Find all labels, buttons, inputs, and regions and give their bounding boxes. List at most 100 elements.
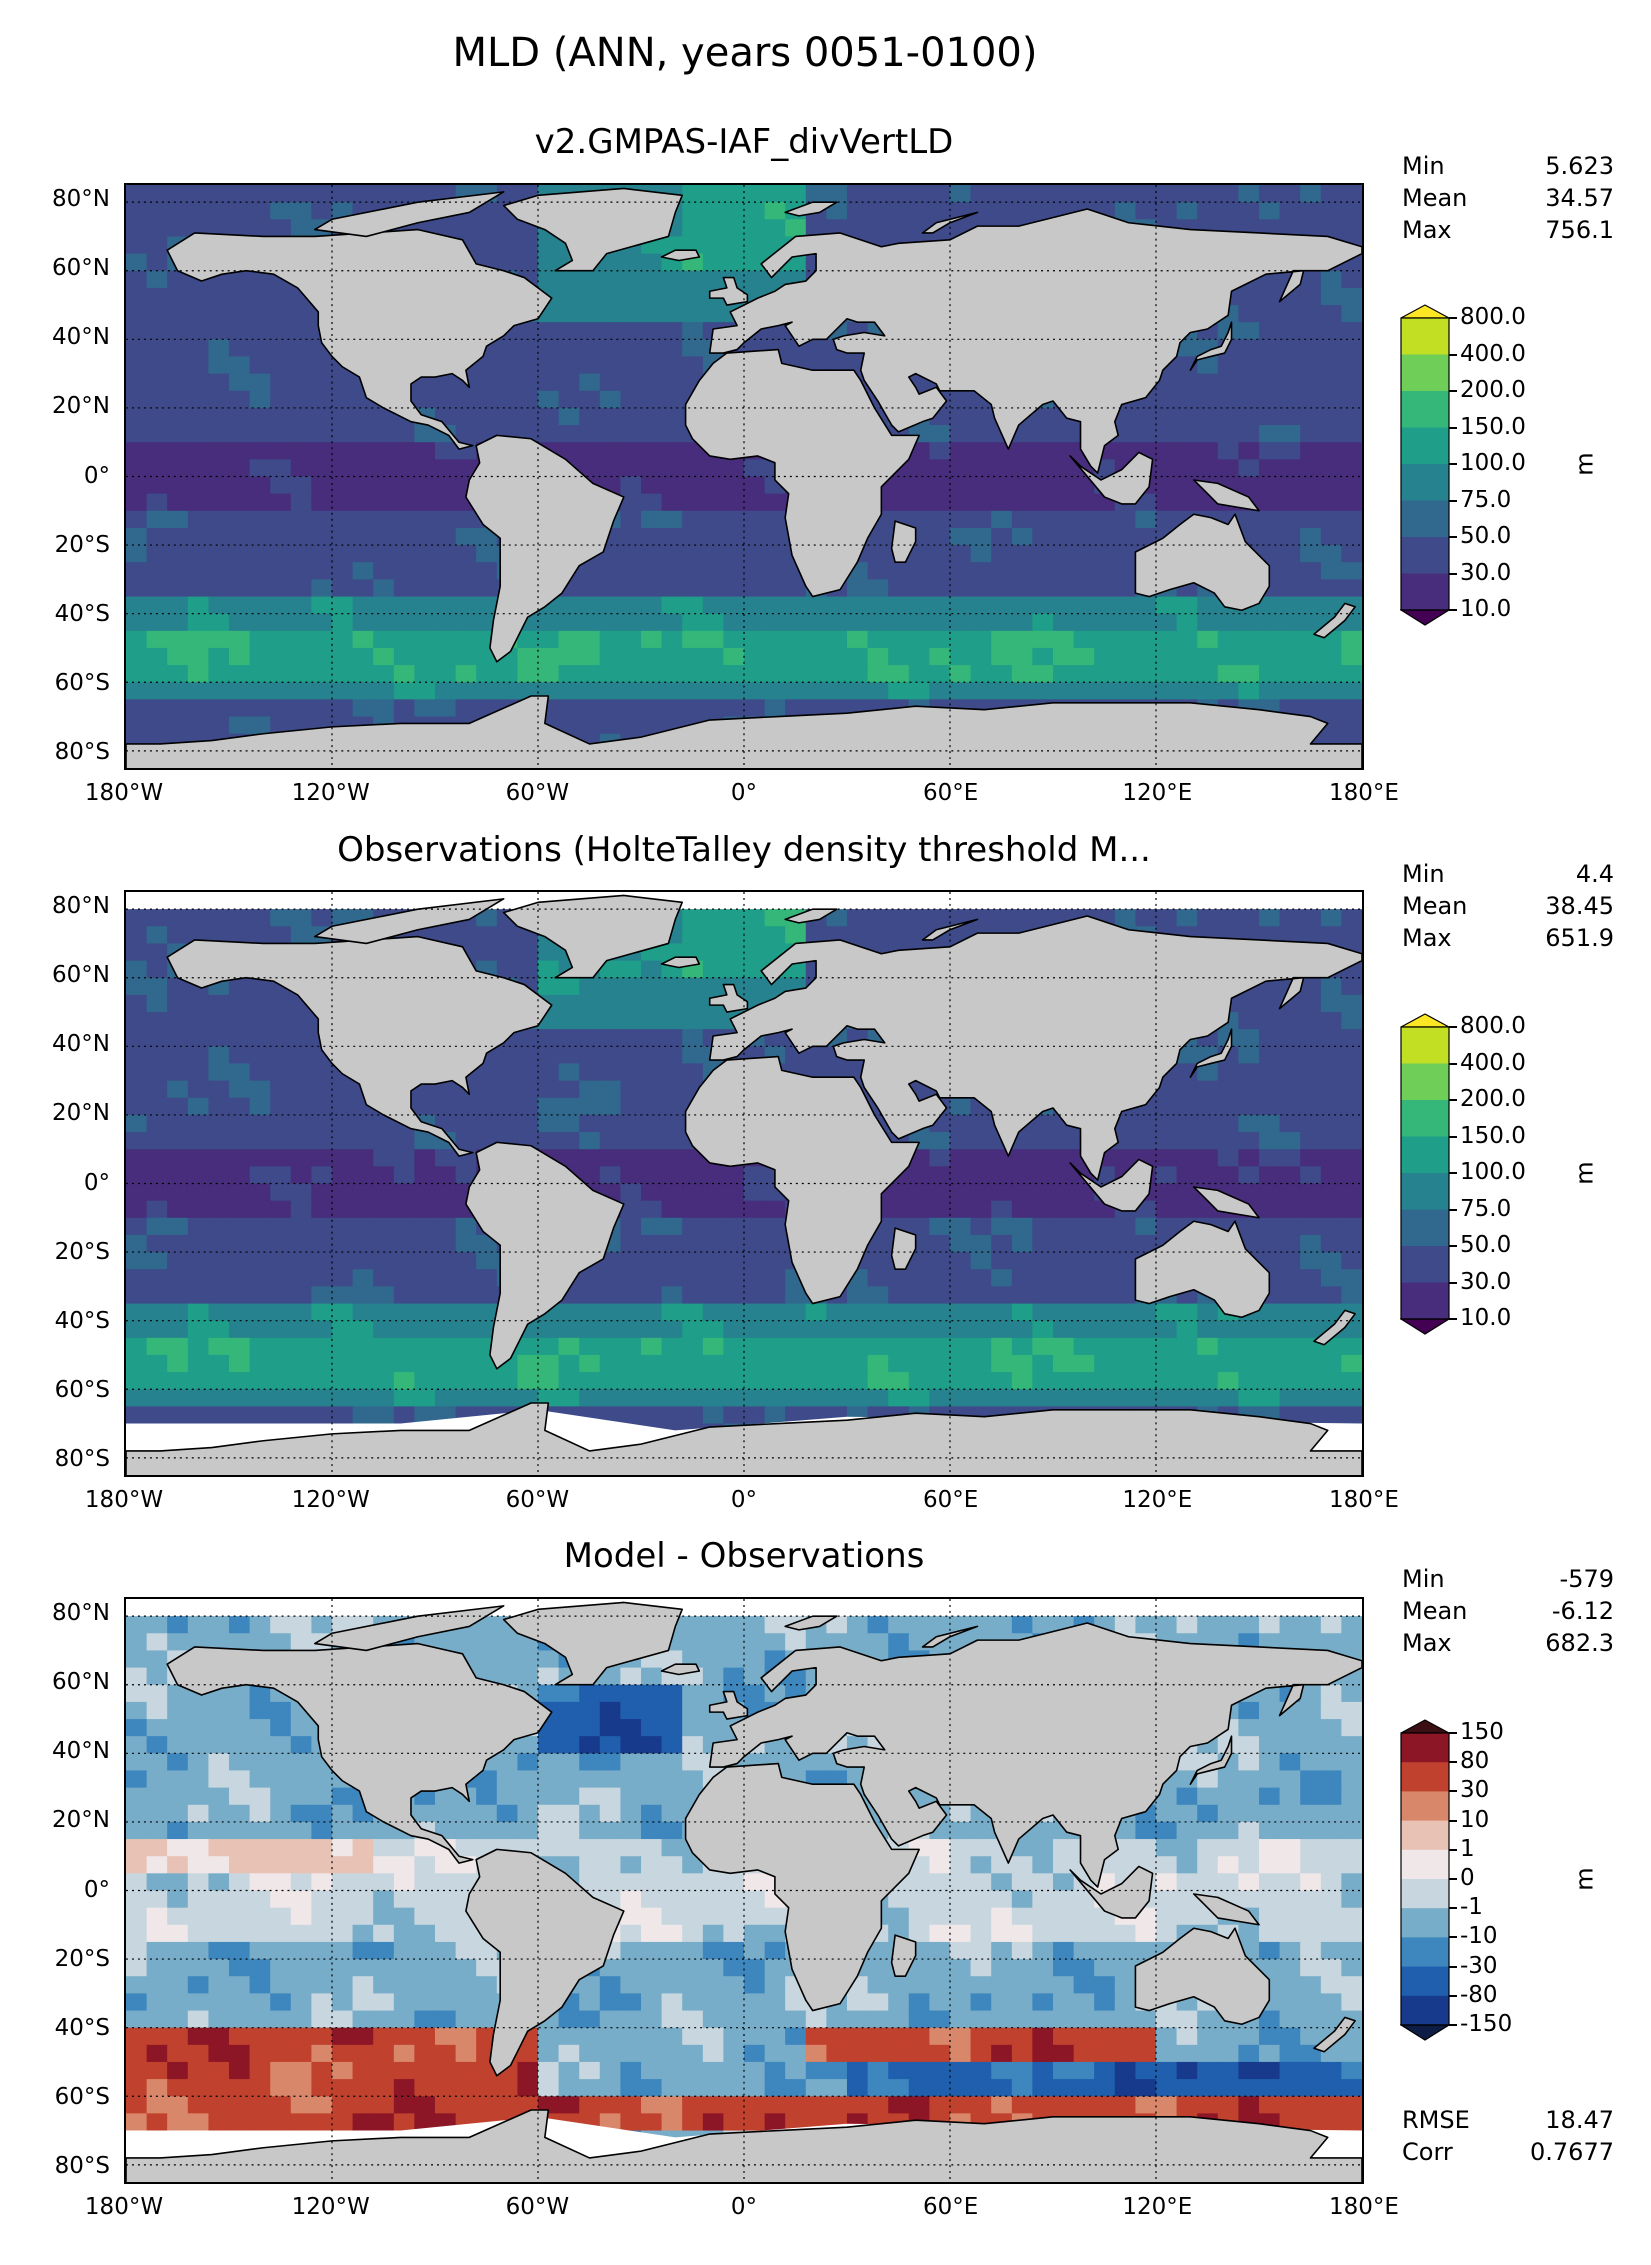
figure-title: MLD (ANN, years 0051-0100) (452, 30, 1038, 76)
land-madagascar (890, 1227, 917, 1271)
stat-row: Min 4.4 (1402, 858, 1614, 890)
colorbar-label: 80 (1460, 1748, 1490, 1775)
lat-tick-label: 60°N (52, 1669, 110, 1696)
lon-tick-label: 60°W (505, 780, 570, 806)
colorbar-tick (1449, 536, 1457, 538)
land-arctic-islands (313, 898, 505, 945)
stat-value: 0.7677 (1530, 2138, 1614, 2166)
land-antarctica (126, 2109, 1362, 2182)
lat-tick-label: 60°S (54, 1376, 110, 1403)
colorbar-tick (1449, 572, 1457, 575)
colorbar-tick (1449, 1790, 1457, 1793)
colorbar (1398, 1719, 1452, 2041)
land-south-america (465, 1141, 625, 1370)
colorbar-unit: m (1570, 1867, 1599, 1891)
gridlines (126, 1599, 1362, 2182)
land-borneo-sumatra (1069, 1158, 1154, 1212)
lat-tick-label: 40°S (54, 1307, 110, 1334)
stat-value: 5.623 (1545, 152, 1614, 180)
colorbar-tick (1449, 353, 1457, 356)
colorbar-tick (1449, 1172, 1457, 1174)
lat-tick-label: 80°N (52, 1600, 110, 1627)
lon-tick-label: 60°W (505, 2194, 570, 2220)
colorbar-label: 100.0 (1460, 1159, 1526, 1185)
colorbar-label: 0 (1460, 1865, 1475, 1891)
lon-tick-label: 60°W (505, 1487, 570, 1513)
land-new-zealand (1313, 1309, 1356, 1346)
lon-tick-label: 0° (730, 780, 758, 806)
colorbar-label: 75.0 (1460, 1195, 1512, 1222)
colorbar-tick (1449, 1281, 1457, 1284)
land-australia (1134, 513, 1271, 612)
colorbar-tick (1449, 1026, 1457, 1028)
colorbar-label: 10 (1460, 1806, 1490, 1833)
lat-tick-label: 40°N (52, 1031, 110, 1058)
lat-tick-label: 0° (83, 462, 110, 489)
colorbar-label: 400.0 (1460, 1049, 1526, 1076)
land-madagascar (890, 520, 917, 564)
colorbar-label: 800.0 (1460, 304, 1526, 330)
land-antarctica (126, 695, 1362, 768)
colorbar-label: 50.0 (1460, 1232, 1512, 1258)
stat-label: Max (1402, 1629, 1452, 1657)
stat-label: Mean (1402, 892, 1468, 920)
lat-tick-label: 80°S (54, 2152, 110, 2179)
colorbar-tick (1449, 426, 1457, 429)
land-africa (684, 348, 920, 598)
stat-row: Mean -6.12 (1402, 1595, 1614, 1627)
stat-row: Max 682.3 (1402, 1627, 1614, 1659)
lon-tick-label: 180°W (84, 1487, 164, 1513)
land-greenland (502, 1601, 683, 1686)
stat-label: RMSE (1402, 2106, 1470, 2134)
stat-value: 18.47 (1545, 2106, 1614, 2134)
land-arctic-islands (313, 1605, 505, 1652)
lon-tick-label: 60°E (923, 1487, 979, 1513)
land-australia (1134, 1927, 1271, 2026)
panel-title: Model - Observations (563, 1536, 925, 1576)
map-canvas (126, 185, 1362, 768)
land-greenland (502, 187, 683, 272)
colorbar-label: 50.0 (1460, 523, 1512, 549)
colorbar-tick (1449, 609, 1457, 611)
colorbar-tick (1449, 2024, 1457, 2026)
stat-label: Min (1402, 1565, 1445, 1593)
land-antarctica (126, 1402, 1362, 1475)
stat-row: Mean 34.57 (1402, 182, 1614, 214)
colorbar-label: 200.0 (1460, 377, 1526, 403)
land-madagascar (890, 1934, 917, 1978)
colorbar-tick (1449, 317, 1457, 319)
colorbar-unit: m (1570, 452, 1599, 476)
stats-box: Min -579 Mean -6.12 Max 682.3 (1402, 1563, 1614, 1659)
land-uk-ireland (708, 983, 749, 1013)
lat-tick-label: 20°S (54, 531, 110, 558)
panel-title: Observations (HolteTalley density thresh… (337, 830, 1151, 870)
map-panel (124, 890, 1364, 1477)
land-iceland (660, 1663, 701, 1676)
gridlines (126, 185, 1362, 768)
map-canvas (126, 892, 1362, 1475)
stat-value: 756.1 (1545, 216, 1614, 244)
stat-value: 682.3 (1545, 1629, 1614, 1657)
colorbar-unit: m (1570, 1161, 1599, 1185)
colorbar-tick (1449, 1245, 1457, 1247)
lat-tick-label: 40°N (52, 324, 110, 351)
lat-tick-label: 60°N (52, 255, 110, 282)
lat-tick-label: 0° (83, 1169, 110, 1196)
lat-tick-label: 80°S (54, 1445, 110, 1472)
land-eurasia (708, 915, 1362, 1181)
stat-value: 34.57 (1545, 184, 1614, 212)
stat-label: Corr (1402, 2138, 1453, 2166)
lon-tick-label: 180°W (84, 780, 164, 806)
colorbar-tick (1449, 463, 1457, 465)
lat-tick-label: 60°N (52, 962, 110, 989)
map-canvas (126, 1599, 1362, 2182)
lon-tick-label: 180°W (84, 2194, 164, 2220)
land-svalbard (784, 908, 838, 924)
colorbar-label: -1 (1460, 1894, 1483, 1921)
lon-tick-label: 120°W (291, 780, 370, 806)
land-south-america (465, 1848, 625, 2077)
stat-value: -579 (1559, 1565, 1614, 1593)
colorbar-label: -10 (1460, 1923, 1498, 1950)
panel-title: v2.GMPAS-IAF_divVertLD (534, 122, 954, 162)
lat-tick-label: 0° (83, 1876, 110, 1903)
